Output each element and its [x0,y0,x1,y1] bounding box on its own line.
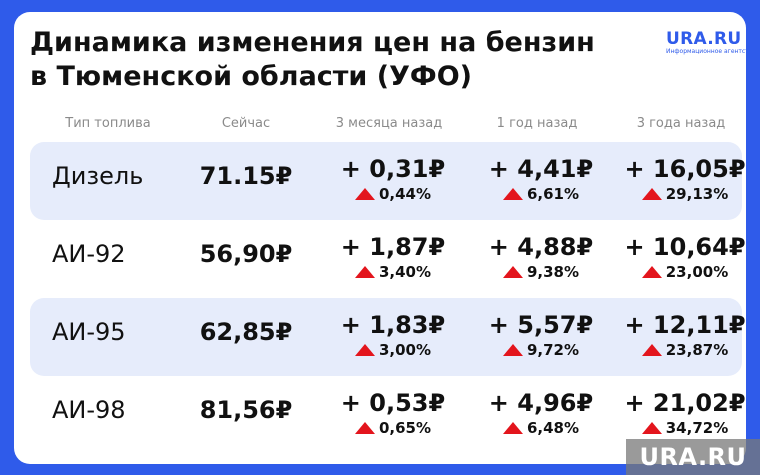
change-percent-group: 0,65% [318,418,468,438]
change-absolute: + 4,96₽ [488,389,594,417]
increase-icon [354,188,375,200]
increase-icon [502,422,523,434]
change-3-months: + 0,31₽ 0,44% [318,154,468,204]
change-percent-group: 6,48% [466,418,616,438]
increase-icon [354,344,375,356]
change-3-months: + 0,53₽ 0,65% [318,388,468,438]
change-absolute: + 16,05₽ [624,155,746,183]
change-absolute: + 21,02₽ [624,389,746,417]
price-table: Дизель 71.15₽ + 0,31₽ 0,44% + 4,41₽ 6,61… [30,142,746,454]
current-price: 71.15₽ [199,162,293,190]
increase-icon [502,188,523,200]
change-percent: 9,72% [526,341,580,359]
change-percent: 3,00% [378,341,432,359]
change-absolute: + 4,41₽ [488,155,594,183]
change-percent: 34,72% [665,419,729,437]
increase-icon [502,266,523,278]
change-1-year: + 4,96₽ 6,48% [466,388,616,438]
table-row: Дизель 71.15₽ + 0,31₽ 0,44% + 4,41₽ 6,61… [30,142,746,220]
current-price: 62,85₽ [199,318,293,346]
change-3-months: + 1,87₽ 3,40% [318,232,468,282]
increase-icon [354,266,375,278]
title-line-2: в Тюменской области (УФО) [30,61,472,92]
column-header-now: Сейчас [221,116,271,131]
fuel-type: АИ-98 [52,396,126,424]
column-header-3-months: 3 месяца назад [335,116,443,131]
change-percent: 3,40% [378,263,432,281]
change-percent-group: 9,38% [466,262,616,282]
table-row: АИ-98 81,56₽ + 0,53₽ 0,65% + 4,96₽ 6,48%… [30,376,746,454]
change-absolute: + 12,11₽ [624,311,746,339]
change-percent: 29,13% [665,185,729,203]
change-absolute: + 10,64₽ [624,233,746,261]
increase-icon [354,422,375,434]
change-3-years: + 16,05₽ 29,13% [610,154,746,204]
change-absolute: + 0,53₽ [340,389,446,417]
column-header-1-year: 1 год назад [496,116,578,131]
price-card: Динамика изменения цен на бензин в Тюмен… [14,12,746,464]
table-row: АИ-92 56,90₽ + 1,87₽ 3,40% + 4,88₽ 9,38%… [30,220,746,298]
change-absolute: + 4,88₽ [488,233,594,261]
table-header: Тип топлива Сейчас 3 месяца назад 1 год … [14,116,746,140]
change-percent: 6,61% [526,185,580,203]
column-header-fuel: Тип топлива [65,116,151,131]
change-percent-group: 6,61% [466,184,616,204]
change-percent-group: 3,40% [318,262,468,282]
current-price: 81,56₽ [199,396,293,424]
title-line-1: Динамика изменения цен на бензин [30,27,595,58]
change-absolute: + 5,57₽ [488,311,594,339]
change-1-year: + 5,57₽ 9,72% [466,310,616,360]
change-absolute: + 0,31₽ [340,155,446,183]
change-3-months: + 1,83₽ 3,00% [318,310,468,360]
table-row: АИ-95 62,85₽ + 1,83₽ 3,00% + 5,57₽ 9,72%… [30,298,746,376]
change-percent-group: 9,72% [466,340,616,360]
change-percent-group: 34,72% [610,418,746,438]
fuel-type: АИ-95 [52,318,126,346]
change-percent: 0,44% [378,185,432,203]
change-3-years: + 21,02₽ 34,72% [610,388,746,438]
change-percent-group: 23,87% [610,340,746,360]
change-absolute: + 1,87₽ [340,233,446,261]
page-title: Динамика изменения цен на бензин в Тюмен… [30,26,630,94]
increase-icon [641,188,662,200]
column-header-3-years: 3 года назад [636,116,726,131]
brand-name: URA.RU [666,29,742,49]
change-3-years: + 10,64₽ 23,00% [610,232,746,282]
brand-tagline: Информационное агентство [666,48,746,55]
change-percent-group: 29,13% [610,184,746,204]
change-percent-group: 3,00% [318,340,468,360]
current-price: 56,90₽ [199,240,293,268]
change-percent: 9,38% [526,263,580,281]
watermark-logo: URA.RU [626,439,760,475]
change-3-years: + 12,11₽ 23,87% [610,310,746,360]
change-percent: 6,48% [526,419,580,437]
change-percent: 23,87% [665,341,729,359]
fuel-type: Дизель [52,162,144,190]
change-1-year: + 4,41₽ 6,61% [466,154,616,204]
change-percent: 0,65% [378,419,432,437]
change-percent: 23,00% [665,263,729,281]
increase-icon [502,344,523,356]
increase-icon [641,266,662,278]
brand-logo: URA.RU Информационное агентство [666,30,746,56]
increase-icon [641,344,662,356]
change-percent-group: 0,44% [318,184,468,204]
change-percent-group: 23,00% [610,262,746,282]
fuel-type: АИ-92 [52,240,126,268]
change-1-year: + 4,88₽ 9,38% [466,232,616,282]
change-absolute: + 1,83₽ [340,311,446,339]
increase-icon [641,422,662,434]
